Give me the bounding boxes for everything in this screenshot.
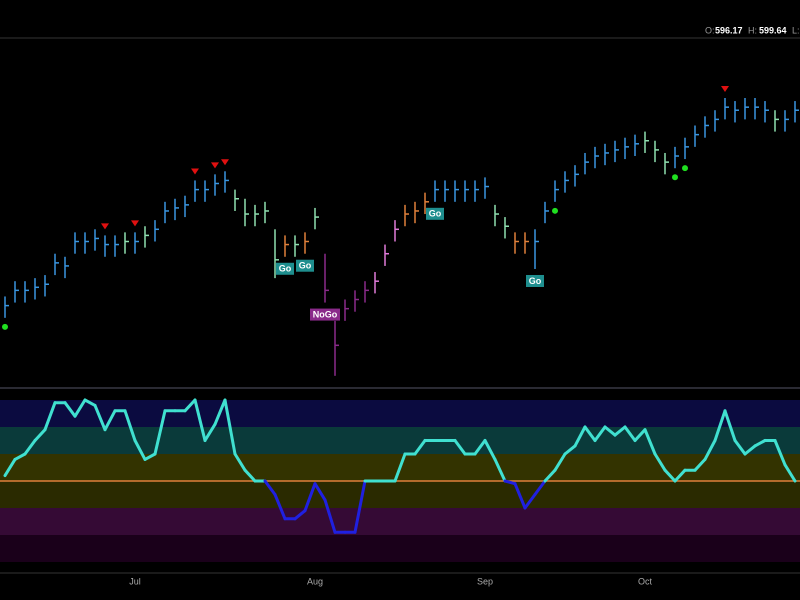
oscillator-segment [573, 425, 587, 448]
annotation-box [310, 308, 340, 321]
open-label: O: [705, 25, 715, 35]
annotation-box [526, 274, 544, 287]
oscillator-segment [713, 409, 727, 442]
annotation-box [296, 259, 314, 272]
buy-marker [552, 207, 558, 214]
sell-marker [101, 223, 109, 230]
oscillator-segment [193, 398, 207, 442]
oscillator-segment [523, 493, 537, 510]
oscillator-segment [613, 425, 627, 437]
oscillator-segment [23, 439, 37, 456]
oscillator-segment [743, 444, 757, 456]
annotation-label: Go [429, 209, 442, 219]
oscillator-segment [583, 425, 597, 442]
annotation-label: Go [299, 261, 312, 271]
oscillator-segment [123, 409, 137, 442]
buy-marker [672, 174, 678, 181]
oscillator-segment [653, 452, 667, 472]
oscillator-segment [733, 439, 747, 456]
osc-band [0, 535, 800, 562]
oscillator-segment [593, 425, 607, 442]
oscillator-segment [543, 468, 557, 483]
x-tick-label: Aug [307, 576, 323, 586]
oscillator-segment [483, 439, 497, 461]
oscillator-segment [703, 439, 717, 461]
oscillator-segment [3, 457, 17, 478]
oscillator-segment [243, 468, 257, 483]
high-label: H: [748, 25, 757, 35]
oscillator-segment [473, 439, 487, 456]
oscillator-segment [673, 468, 687, 483]
annotation-box [276, 262, 294, 275]
oscillator-segment [783, 463, 797, 483]
oscillator-segment [273, 493, 287, 521]
sell-marker [211, 162, 219, 169]
oscillator-segment [213, 398, 227, 426]
oscillator-segment [503, 479, 517, 486]
oscillator-segment [263, 479, 277, 496]
annotation-label: Go [529, 276, 542, 286]
oscillator-segment [623, 425, 637, 442]
osc-band [0, 427, 800, 454]
oscillator-segment [723, 409, 737, 442]
oscillator-segment [753, 439, 767, 448]
annotation-box [426, 207, 444, 220]
oscillator-segment [293, 509, 307, 521]
oscillator-segment [633, 428, 647, 442]
oscillator-segment [493, 457, 507, 483]
oscillator-segment [553, 452, 567, 472]
sell-marker [191, 168, 199, 175]
oscillator-segment [393, 452, 407, 483]
oscillator-segment [43, 401, 57, 432]
oscillator-segment [453, 439, 467, 456]
annotation-label: NoGo [313, 309, 338, 319]
osc-band [0, 400, 800, 427]
oscillator-segment [603, 425, 617, 437]
oscillator-segment [103, 409, 117, 432]
oscillator-segment [643, 428, 657, 456]
oscillator-segment [183, 398, 197, 413]
oscillator-segment [413, 439, 427, 456]
oscillator-segment [223, 398, 237, 456]
oscillator-segment [563, 444, 577, 456]
buy-marker [2, 323, 8, 330]
oscillator-segment [513, 482, 527, 510]
osc-band [0, 481, 800, 508]
buy-marker [682, 165, 688, 172]
oscillator-segment [533, 479, 547, 496]
oscillator-segment [693, 457, 707, 472]
oscillator-segment [313, 482, 327, 502]
oscillator-segment [83, 398, 97, 407]
oscillator-segment [13, 452, 27, 461]
oscillator-segment [323, 498, 337, 534]
sell-marker [131, 220, 139, 227]
oscillator-segment [153, 409, 167, 456]
oscillator-segment [233, 452, 247, 472]
x-tick-label: Jul [129, 576, 141, 586]
oscillator-segment [63, 401, 77, 418]
annotation-label: Go [279, 264, 292, 274]
oscillator-segment [773, 439, 787, 467]
sell-marker [221, 159, 229, 166]
oscillator-segment [663, 468, 677, 483]
oscillator-segment [73, 398, 87, 418]
osc-band [0, 508, 800, 535]
oscillator-segment [203, 422, 217, 442]
high-value: 599.64 [759, 25, 787, 35]
sell-marker [721, 86, 729, 93]
oscillator-segment [33, 428, 47, 442]
oscillator-segment [303, 482, 317, 513]
oscillator-segment [93, 403, 107, 432]
x-tick-label: Sep [477, 576, 493, 586]
oscillator-segment [143, 452, 157, 461]
low-label: L: [792, 25, 800, 35]
oscillator-segment [353, 479, 367, 534]
open-value: 596.17 [715, 25, 743, 35]
x-tick-label: Oct [638, 576, 653, 586]
oscillator-segment [133, 439, 147, 461]
